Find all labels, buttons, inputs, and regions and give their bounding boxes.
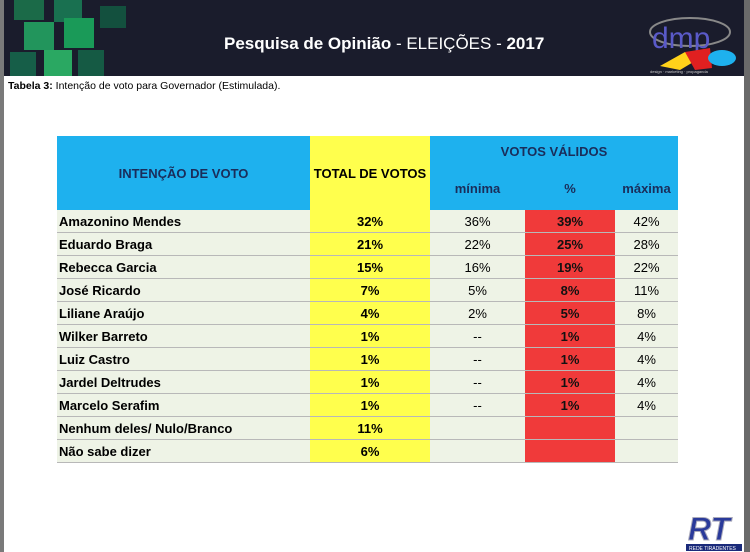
cell-name: Nenhum deles/ Nulo/Branco	[57, 416, 310, 440]
table-caption: Tabela 3: Intenção de voto para Governad…	[8, 80, 280, 92]
cell-max: 28%	[615, 232, 678, 256]
banner: Pesquisa de Opinião - ELEIÇÕES - 2017 dm…	[4, 0, 744, 76]
rede-tiradentes-logo: RT REDE TIRADENTES	[686, 511, 742, 552]
cell-min: --	[430, 347, 525, 371]
cell-min	[430, 439, 525, 463]
cell-name: José Ricardo	[57, 278, 310, 302]
cell-max: 42%	[615, 210, 678, 233]
cell-total: 21%	[310, 232, 430, 256]
cell-pct: 8%	[525, 278, 615, 302]
cell-total: 1%	[310, 347, 430, 371]
cell-min: 22%	[430, 232, 525, 256]
title-rest: - ELEIÇÕES -	[391, 34, 507, 53]
caption-label: Tabela 3:	[8, 80, 53, 92]
cell-min: 5%	[430, 278, 525, 302]
cell-name: Wilker Barreto	[57, 324, 310, 348]
vote-intention-table: INTENÇÃO DE VOTO TOTAL DE VOTOS VOTOS VÁ…	[57, 136, 678, 463]
cell-name: Luiz Castro	[57, 347, 310, 371]
cell-total: 32%	[310, 210, 430, 233]
table-row: Eduardo Braga 21% 22% 25% 28%	[57, 232, 678, 256]
cell-total: 4%	[310, 301, 430, 325]
cell-name: Jardel Deltrudes	[57, 370, 310, 394]
cell-min: 16%	[430, 255, 525, 279]
cell-pct: 1%	[525, 347, 615, 371]
cell-total: 15%	[310, 255, 430, 279]
header-total: TOTAL DE VOTOS	[310, 136, 430, 210]
table-row: Marcelo Serafim 1% -- 1% 4%	[57, 393, 678, 417]
cell-name: Amazonino Mendes	[57, 210, 310, 233]
cell-max: 11%	[615, 278, 678, 302]
header-intencao: INTENÇÃO DE VOTO	[57, 136, 310, 210]
left-edge	[0, 0, 4, 552]
title-bold: Pesquisa de Opinião	[224, 34, 392, 53]
table-row: José Ricardo 7% 5% 8% 11%	[57, 278, 678, 302]
cell-pct	[525, 439, 615, 463]
svg-text:REDE TIRADENTES: REDE TIRADENTES	[689, 546, 737, 552]
table-row: Nenhum deles/ Nulo/Branco 11%	[57, 416, 678, 440]
table-row: Não sabe dizer 6%	[57, 439, 678, 463]
table-row: Rebecca Garcia 15% 16% 19% 22%	[57, 255, 678, 279]
cell-pct: 39%	[525, 210, 615, 233]
cell-min: 36%	[430, 210, 525, 233]
cell-min	[430, 416, 525, 440]
cell-name: Não sabe dizer	[57, 439, 310, 463]
cell-max: 8%	[615, 301, 678, 325]
cell-max: 4%	[615, 370, 678, 394]
cell-total: 1%	[310, 324, 430, 348]
cell-pct	[525, 416, 615, 440]
cell-total: 1%	[310, 370, 430, 394]
cell-min: --	[430, 324, 525, 348]
header-pct: %	[525, 167, 615, 210]
cell-total: 7%	[310, 278, 430, 302]
cell-min: --	[430, 370, 525, 394]
dmp-logo: dmp design · marketing · propaganda	[649, 17, 736, 74]
cell-pct: 25%	[525, 232, 615, 256]
svg-text:design · marketing · propagand: design · marketing · propaganda	[650, 69, 709, 74]
cell-max: 4%	[615, 324, 678, 348]
cell-name: Liliane Araújo	[57, 301, 310, 325]
banner-title: Pesquisa de Opinião - ELEIÇÕES - 2017	[224, 34, 544, 54]
cell-max	[615, 439, 678, 463]
cell-pct: 1%	[525, 393, 615, 417]
cell-pct: 1%	[525, 370, 615, 394]
cell-total: 6%	[310, 439, 430, 463]
cell-name: Eduardo Braga	[57, 232, 310, 256]
cell-pct: 1%	[525, 324, 615, 348]
cell-max: 22%	[615, 255, 678, 279]
cell-max	[615, 416, 678, 440]
cell-min: --	[430, 393, 525, 417]
header-minima: mínima	[430, 167, 525, 210]
table-row: Jardel Deltrudes 1% -- 1% 4%	[57, 370, 678, 394]
cell-total: 1%	[310, 393, 430, 417]
table-row: Liliane Araújo 4% 2% 5% 8%	[57, 301, 678, 325]
table-row: Luiz Castro 1% -- 1% 4%	[57, 347, 678, 371]
header-maxima: máxima	[615, 167, 678, 210]
right-edge	[744, 0, 750, 552]
cell-total: 11%	[310, 416, 430, 440]
cell-min: 2%	[430, 301, 525, 325]
table-row: Wilker Barreto 1% -- 1% 4%	[57, 324, 678, 348]
title-year: 2017	[506, 34, 545, 53]
cell-pct: 5%	[525, 301, 615, 325]
cell-max: 4%	[615, 347, 678, 371]
cell-pct: 19%	[525, 255, 615, 279]
table-row: Amazonino Mendes 32% 36% 39% 42%	[57, 210, 678, 233]
cell-max: 4%	[615, 393, 678, 417]
caption-text: Intenção de voto para Governador (Estimu…	[52, 80, 281, 92]
svg-text:RT: RT	[688, 511, 733, 547]
cell-name: Rebecca Garcia	[57, 255, 310, 279]
cell-name: Marcelo Serafim	[57, 393, 310, 417]
header-validos: VOTOS VÁLIDOS	[430, 136, 678, 167]
